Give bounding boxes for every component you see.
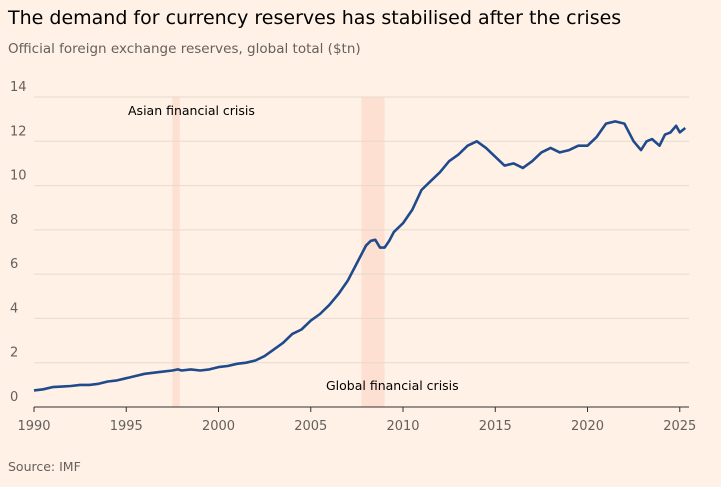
crisis-annotations: Asian financial crisis Global financial c… — [128, 103, 459, 393]
x-tick-label: 1990 — [17, 419, 50, 434]
x-tick-label: 2005 — [294, 419, 327, 434]
chart-title: The demand for currency reserves has sta… — [8, 7, 622, 29]
annotation-global-crisis: Global financial crisis — [326, 378, 459, 393]
series-line — [33, 120, 687, 392]
x-tick-label: 2010 — [386, 419, 419, 434]
y-tick-label: 0 — [10, 390, 18, 405]
annotation-asian-crisis: Asian financial crisis — [128, 103, 255, 118]
y-tick-label: 6 — [10, 257, 18, 272]
x-tick-label: 2000 — [202, 419, 235, 434]
y-tick-label: 12 — [10, 124, 27, 139]
y-tick-label: 14 — [10, 80, 27, 95]
y-tick-label: 2 — [10, 346, 18, 361]
x-tick-label: 1995 — [110, 419, 143, 434]
y-tick-label: 10 — [10, 169, 27, 184]
y-tick-label: 4 — [10, 301, 18, 316]
source-note: Source: IMF — [8, 459, 81, 474]
gridlines — [34, 96, 689, 364]
x-axis-ticks: 1990 1995 2000 2005 2010 2015 2020 2025 — [17, 407, 696, 434]
x-tick-label: 2015 — [479, 419, 512, 434]
y-tick-label: 8 — [10, 213, 18, 228]
chart-subtitle: Official foreign exchange reserves, glob… — [8, 41, 361, 57]
crisis-band-0 — [172, 97, 180, 407]
crisis-bands — [172, 97, 385, 407]
crisis-band-1 — [361, 97, 385, 407]
x-tick-label: 2020 — [571, 419, 604, 434]
x-tick-label: 2025 — [663, 419, 696, 434]
y-axis-ticks: 0 2 4 6 8 10 12 14 — [10, 80, 27, 405]
